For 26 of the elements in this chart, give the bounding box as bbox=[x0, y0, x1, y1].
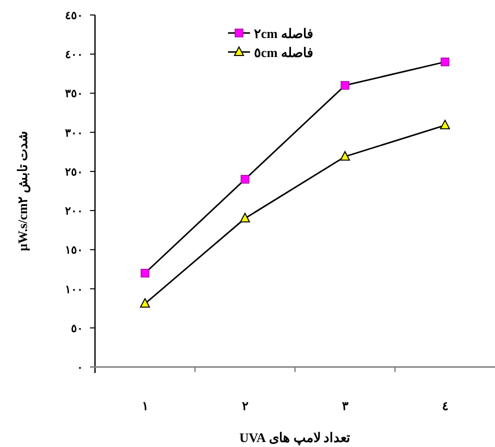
y-tick-label: ١٠٠ bbox=[65, 284, 83, 296]
y-tick-label: ٣٠٠ bbox=[65, 127, 83, 140]
y-tick-label: ٢٠٠ bbox=[65, 206, 83, 218]
point bbox=[240, 174, 250, 184]
point bbox=[340, 81, 350, 90]
y-axis-title: شدت تابش µW.s/cm٢ bbox=[15, 130, 31, 252]
point bbox=[140, 298, 150, 308]
legend-label: فاصله ٥cm bbox=[254, 45, 313, 60]
point bbox=[140, 268, 150, 278]
y-tick-label: ٢٥٠ bbox=[65, 166, 83, 178]
point bbox=[440, 58, 450, 66]
x-tick-label: ١ bbox=[142, 399, 148, 413]
y-tick-label: ١٥٠ bbox=[65, 244, 83, 257]
x-axis-title: تعداد لامپ های UVA bbox=[239, 430, 351, 446]
point bbox=[440, 120, 450, 130]
legend-label: فاصله ٢cm bbox=[254, 26, 313, 41]
y-tick-label: ٥٠ bbox=[71, 322, 83, 335]
x-tick-label: ٣ bbox=[342, 399, 349, 413]
x-tick-label: ٢ bbox=[242, 399, 249, 413]
y-tick-label: ٠ bbox=[77, 362, 83, 374]
y-tick-label: ٤٠٠ bbox=[65, 49, 83, 62]
point bbox=[240, 212, 250, 222]
y-tick-label: ٤٥٠ bbox=[65, 10, 83, 22]
x-tick-label: ٤ bbox=[442, 399, 448, 413]
point bbox=[340, 151, 350, 161]
y-tick-label: ٣٥٠ bbox=[65, 88, 83, 100]
